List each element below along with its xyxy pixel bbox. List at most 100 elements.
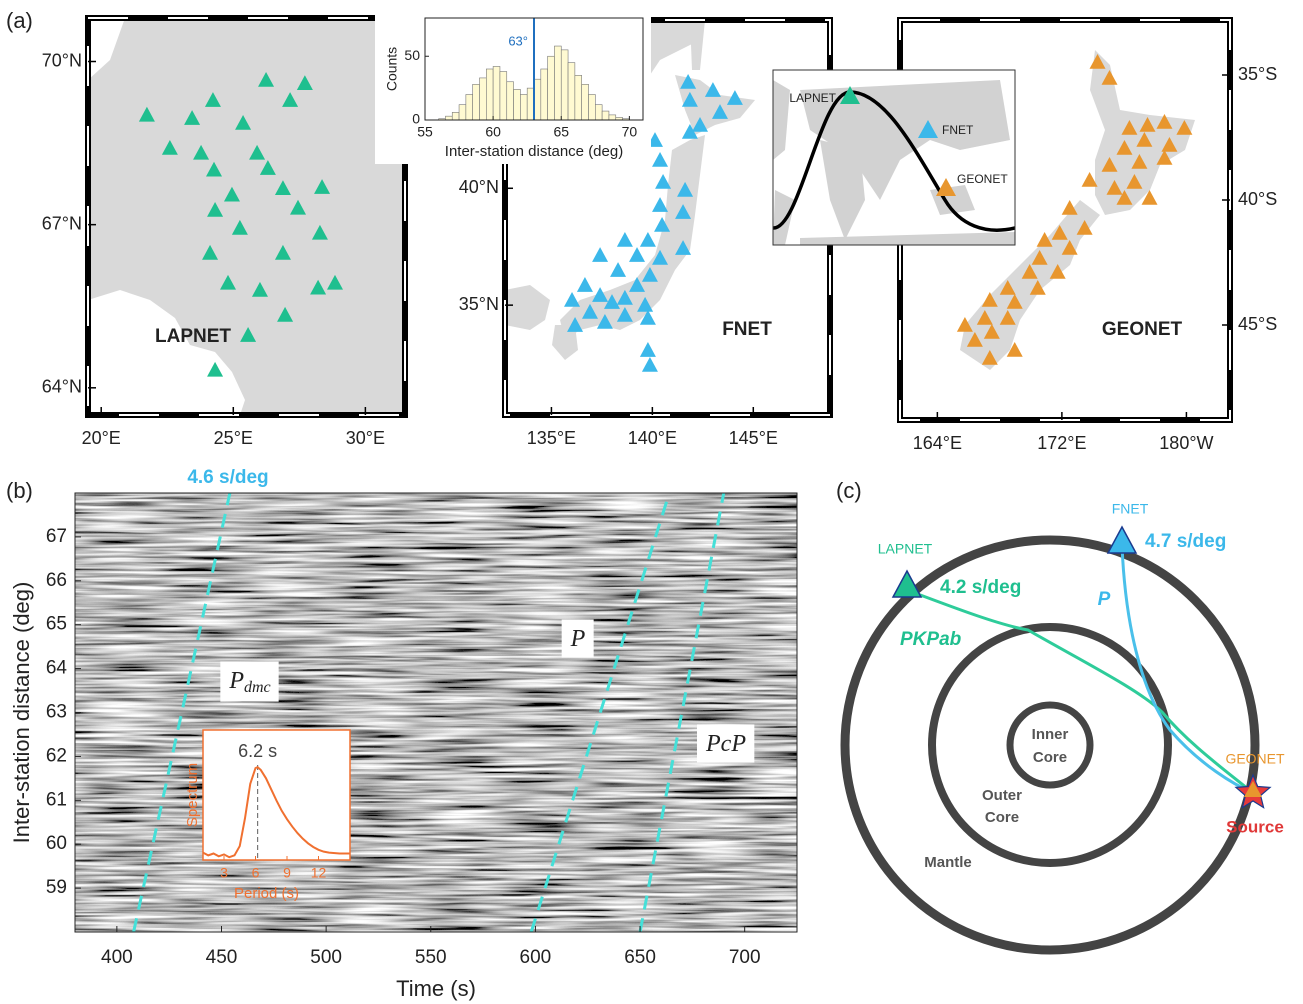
land — [800, 80, 1010, 200]
station — [641, 266, 658, 282]
station — [1036, 232, 1053, 247]
x-tick-label: 6 — [252, 865, 260, 881]
y-tick-label: 70°N — [42, 50, 82, 70]
slowness-label: 4.6 s/deg — [187, 467, 268, 488]
reference-label: 6.2 s — [238, 741, 277, 761]
phase-subscript: dmc — [244, 679, 271, 696]
station — [207, 361, 224, 377]
x-axis-label: Inter-station distance (deg) — [445, 143, 623, 160]
station — [1101, 70, 1118, 85]
station — [1021, 264, 1038, 279]
station — [711, 104, 728, 119]
station — [704, 82, 721, 97]
x-tick-label: 600 — [520, 947, 552, 968]
x-tick-label: 60 — [485, 124, 501, 140]
station — [314, 179, 331, 194]
station — [1156, 150, 1173, 165]
land — [820, 140, 865, 240]
waveform-image — [75, 493, 797, 932]
x-tick-label: 140°E — [628, 428, 677, 448]
histogram-bar — [465, 94, 473, 121]
station — [675, 204, 692, 219]
inset-label: LAPNET — [789, 91, 836, 105]
inner-core-boundary — [1006, 701, 1094, 789]
label-box — [697, 724, 755, 763]
station — [184, 110, 201, 125]
station — [326, 274, 343, 290]
x-tick-label: 20°E — [82, 428, 121, 448]
axes-frame — [202, 729, 351, 861]
core-mantle-boundary — [928, 623, 1172, 867]
y-tick-label: 62 — [46, 745, 67, 766]
x-tick-label: 550 — [415, 947, 447, 968]
panel-label: (a) — [6, 8, 33, 33]
y-tick-label: 50 — [404, 47, 420, 63]
x-tick-label: 172°E — [1037, 433, 1086, 453]
station — [207, 201, 224, 217]
station — [966, 332, 983, 347]
station-icon — [936, 178, 956, 196]
y-tick-label: 64°N — [42, 377, 82, 397]
station — [976, 310, 993, 325]
histogram-bar — [445, 115, 453, 121]
x-tick-label: 145°E — [729, 428, 778, 448]
y-tick-label: 64 — [46, 658, 68, 679]
x-tick-label: 650 — [624, 947, 656, 968]
station — [983, 324, 1000, 339]
network-label: FNET — [722, 319, 772, 340]
land — [773, 80, 790, 160]
station — [1049, 264, 1066, 279]
y-tick-label: 66 — [46, 570, 67, 591]
station — [610, 262, 627, 277]
panel-label: (b) — [6, 478, 33, 503]
station — [1116, 140, 1133, 155]
y-tick-label: 0 — [412, 111, 420, 127]
station — [652, 249, 669, 265]
station — [981, 350, 998, 365]
histogram-bar — [574, 75, 582, 121]
x-tick-label: 180°W — [1159, 433, 1213, 453]
station — [240, 327, 257, 342]
station — [206, 161, 223, 177]
land — [773, 190, 795, 245]
inset-background — [203, 730, 350, 860]
spectrum-line — [202, 765, 350, 859]
y-tick-label: 40°S — [1238, 189, 1277, 209]
station — [1031, 250, 1048, 265]
y-axis-label: Counts — [384, 47, 400, 91]
station — [981, 292, 998, 307]
station — [259, 160, 276, 175]
phase-name: P — [570, 626, 586, 652]
histogram-bar — [520, 94, 528, 121]
map-frame-dash — [899, 19, 1231, 421]
histogram-bar — [547, 55, 555, 121]
surface — [840, 535, 1260, 955]
station — [274, 244, 291, 260]
station — [652, 152, 669, 167]
station — [581, 303, 598, 319]
slowness-label: 4.2 s/deg — [940, 577, 1021, 598]
histogram-bar — [479, 77, 487, 121]
station — [1116, 190, 1133, 205]
station — [202, 244, 219, 260]
station — [1051, 225, 1068, 240]
phase-label: PcP — [705, 731, 746, 757]
station — [258, 71, 275, 87]
histogram-bar — [492, 66, 501, 121]
station-icon — [918, 120, 938, 138]
station — [654, 216, 671, 232]
station — [655, 173, 672, 189]
layer-label: Inner — [1032, 726, 1069, 743]
inset-label: FNET — [942, 123, 974, 137]
station-label: LAPNET — [878, 541, 933, 557]
layer-label: Core — [985, 809, 1019, 826]
station — [1156, 114, 1173, 129]
land — [800, 232, 1015, 245]
x-axis-label: Period (s) — [234, 885, 299, 902]
inset-frame — [772, 69, 1016, 246]
histogram-bar — [567, 62, 576, 121]
station — [277, 306, 294, 322]
station — [639, 310, 656, 325]
y-axis-label: Spectrum — [184, 763, 201, 827]
station — [1006, 342, 1023, 357]
